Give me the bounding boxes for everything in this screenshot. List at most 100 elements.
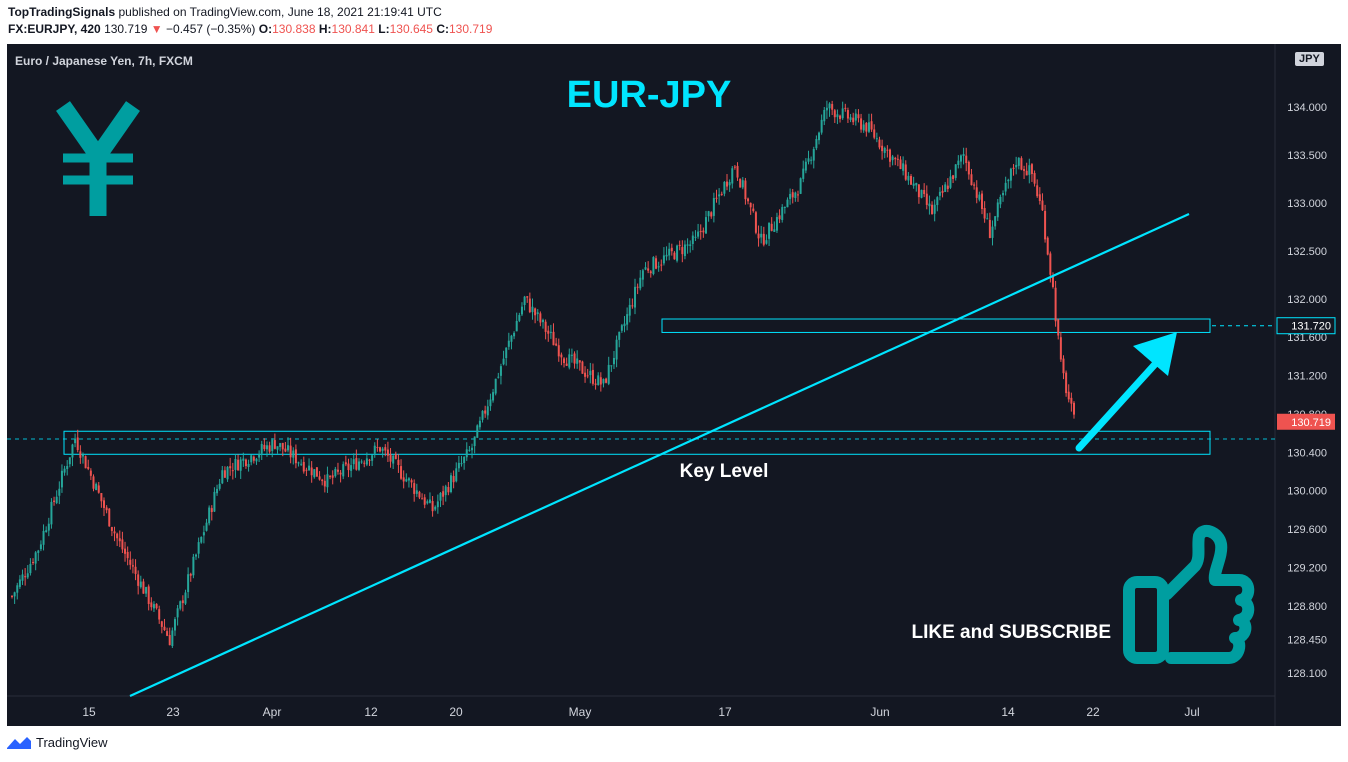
candle[interactable] xyxy=(910,176,913,185)
arrow-shaft[interactable] xyxy=(1075,358,1161,452)
candle[interactable] xyxy=(639,277,642,289)
candle[interactable] xyxy=(860,118,863,130)
candle[interactable] xyxy=(852,117,855,123)
candle[interactable] xyxy=(426,501,429,504)
candle[interactable] xyxy=(502,358,505,365)
candle[interactable] xyxy=(381,448,384,451)
candle[interactable] xyxy=(1073,402,1075,415)
tradingview-brand[interactable]: TradingView xyxy=(36,735,108,750)
candle[interactable] xyxy=(434,506,437,510)
candle[interactable] xyxy=(610,365,613,367)
candle[interactable] xyxy=(402,477,405,482)
candle[interactable] xyxy=(100,493,103,502)
candle[interactable] xyxy=(137,574,140,586)
candle[interactable] xyxy=(105,507,108,511)
candle[interactable] xyxy=(242,458,245,461)
candle[interactable] xyxy=(844,107,847,109)
candle[interactable] xyxy=(287,445,290,451)
candle[interactable] xyxy=(494,378,497,394)
candle[interactable] xyxy=(213,491,216,512)
candle[interactable] xyxy=(831,104,834,110)
candle[interactable] xyxy=(1036,185,1039,197)
candle[interactable] xyxy=(492,392,495,401)
candle[interactable] xyxy=(815,138,818,149)
candle[interactable] xyxy=(752,208,755,212)
candle[interactable] xyxy=(986,218,989,220)
candle[interactable] xyxy=(276,446,279,450)
candle[interactable] xyxy=(363,462,366,464)
publisher-name[interactable]: TopTradingSignals xyxy=(8,5,116,19)
candle[interactable] xyxy=(920,189,923,198)
candle[interactable] xyxy=(655,258,658,269)
candle[interactable] xyxy=(355,458,358,470)
candle[interactable] xyxy=(904,164,907,180)
candle[interactable] xyxy=(244,459,247,467)
candle[interactable] xyxy=(344,462,347,465)
candle[interactable] xyxy=(938,191,941,196)
candle[interactable] xyxy=(796,194,799,196)
candle[interactable] xyxy=(465,449,468,458)
candle[interactable] xyxy=(523,296,526,305)
candle[interactable] xyxy=(691,235,694,244)
candle[interactable] xyxy=(42,530,45,545)
candle[interactable] xyxy=(95,483,98,491)
candle[interactable] xyxy=(757,233,760,239)
candle[interactable] xyxy=(736,165,739,178)
candle[interactable] xyxy=(862,124,865,131)
candle[interactable] xyxy=(121,539,124,550)
candle[interactable] xyxy=(649,271,652,274)
candle[interactable] xyxy=(765,240,768,244)
candle[interactable] xyxy=(941,190,944,193)
candle[interactable] xyxy=(268,445,271,452)
candle[interactable] xyxy=(497,376,500,378)
candle[interactable] xyxy=(1065,372,1068,394)
candle[interactable] xyxy=(702,230,705,233)
key-level-zone[interactable] xyxy=(63,430,1211,455)
candle[interactable] xyxy=(334,468,337,477)
candle[interactable] xyxy=(1051,276,1054,287)
candle[interactable] xyxy=(526,296,529,298)
candle[interactable] xyxy=(786,199,789,208)
candle[interactable] xyxy=(810,159,813,161)
candle[interactable] xyxy=(983,207,986,219)
candle[interactable] xyxy=(449,475,452,493)
candle[interactable] xyxy=(978,194,981,200)
candle[interactable] xyxy=(81,454,84,457)
candle[interactable] xyxy=(124,548,127,554)
candle[interactable] xyxy=(473,436,476,447)
candle[interactable] xyxy=(468,449,471,451)
candle[interactable] xyxy=(789,193,792,199)
candle[interactable] xyxy=(631,305,634,307)
candle[interactable] xyxy=(150,602,153,608)
candle[interactable] xyxy=(565,363,568,366)
candle[interactable] xyxy=(747,198,750,202)
candle[interactable] xyxy=(544,321,547,332)
candle[interactable] xyxy=(754,212,757,233)
candle[interactable] xyxy=(444,486,447,496)
candle[interactable] xyxy=(58,488,61,496)
candle[interactable] xyxy=(912,183,915,186)
candle[interactable] xyxy=(397,459,400,465)
candle[interactable] xyxy=(226,466,229,480)
candle[interactable] xyxy=(310,467,313,476)
candle[interactable] xyxy=(996,202,999,218)
candle[interactable] xyxy=(846,110,849,119)
candle[interactable] xyxy=(515,320,518,332)
candle[interactable] xyxy=(531,306,534,313)
candle[interactable] xyxy=(200,537,203,543)
candle[interactable] xyxy=(1002,193,1005,196)
candle[interactable] xyxy=(184,592,187,604)
candle[interactable] xyxy=(1044,210,1047,240)
candle[interactable] xyxy=(881,145,884,152)
candle[interactable] xyxy=(660,264,663,266)
candle[interactable] xyxy=(176,608,179,618)
candle[interactable] xyxy=(973,184,976,186)
candle[interactable] xyxy=(505,347,508,359)
candle[interactable] xyxy=(16,585,19,593)
candle[interactable] xyxy=(999,196,1002,205)
candle[interactable] xyxy=(360,461,363,463)
candle[interactable] xyxy=(770,223,773,231)
candle[interactable] xyxy=(626,314,629,325)
candle[interactable] xyxy=(542,319,544,323)
candle[interactable] xyxy=(113,531,116,534)
